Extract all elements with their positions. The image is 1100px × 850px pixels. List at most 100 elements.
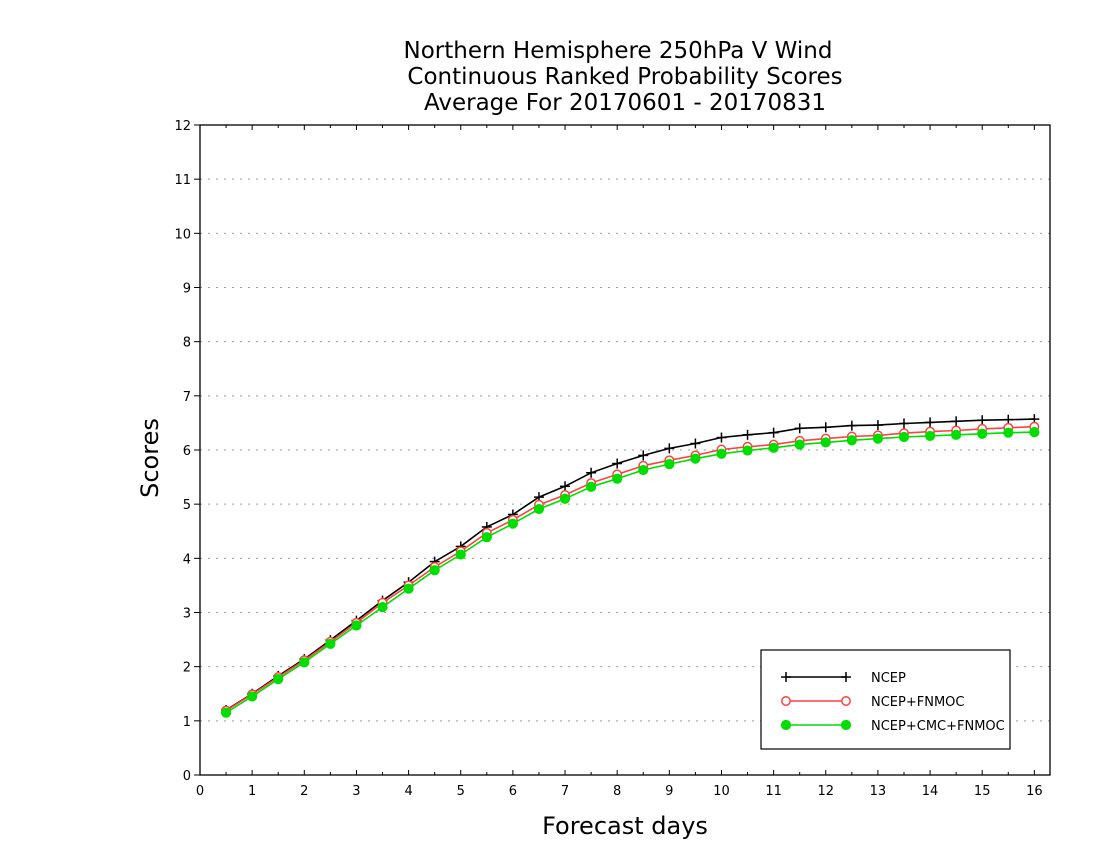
data-point [690,453,701,464]
y-tick-label: 11 [174,173,191,188]
data-point [742,445,753,456]
data-point [768,442,779,453]
data-point [1029,427,1040,438]
data-point [716,448,727,459]
legend-marker [841,672,851,682]
data-point [846,420,857,431]
data-point [612,473,623,484]
x-tick-label: 15 [974,784,991,799]
data-point [638,450,649,461]
x-tick-label: 5 [457,784,465,799]
data-point [977,428,988,439]
data-point [716,432,727,443]
data-point [1003,427,1014,438]
data-point [872,420,883,431]
x-tick-label: 11 [765,784,782,799]
data-point [560,481,571,492]
data-point [507,518,518,529]
legend-marker [781,696,791,706]
data-point [586,481,597,492]
x-tick-label: 16 [1026,784,1043,799]
data-point [664,443,675,454]
data-point [559,493,571,504]
data-point [299,657,310,668]
y-axis-label: Scores [136,418,164,498]
legend-item: NCEP [781,671,906,686]
data-point [273,674,284,685]
data-point [429,565,440,576]
series-2 [220,427,1040,718]
chart-title-line-2: Continuous Ranked Probability Scores [407,64,842,90]
y-tick-label: 10 [174,227,191,242]
data-point [872,433,884,444]
data-point [220,707,232,718]
data-point [794,439,805,450]
data-point [951,416,962,427]
x-tick-label: 9 [665,784,673,799]
y-tick-label: 2 [183,661,191,676]
data-point [898,431,910,443]
data-point [533,503,545,515]
legend-label: NCEP+FNMOC [871,695,964,710]
data-point [481,532,492,543]
data-point [351,620,362,631]
y-tick-label: 3 [183,607,191,622]
data-point [977,415,988,426]
grid-lines [200,178,1050,722]
legend: NCEP NCEP+FNMOC NCEP+CMC+FNMOC [760,649,1011,750]
data-point [951,429,962,440]
x-tick-label: 10 [713,784,730,799]
y-tick-label: 4 [183,552,191,567]
y-tick-label: 7 [183,390,191,405]
y-tick-label: 5 [183,498,191,513]
x-tick-label: 12 [817,784,834,799]
x-tick-label: 6 [509,784,517,799]
x-tick-label: 7 [561,784,569,799]
legend-marker [780,719,792,731]
legend-label: NCEP [871,671,906,686]
data-point [846,435,857,446]
y-tick-label: 12 [174,119,191,134]
y-tick-label: 8 [183,336,191,351]
data-point [794,423,805,434]
legend-item: NCEP+FNMOC [781,695,964,710]
x-tick-label: 14 [922,784,939,799]
x-tick-label: 2 [300,784,308,799]
data-point [768,427,779,438]
legend-marker [840,719,852,731]
legend-item: NCEP+CMC+FNMOC [780,719,1005,734]
y-tick-label: 1 [183,715,191,730]
data-point [664,458,675,470]
x-tick-label: 3 [352,784,360,799]
chart-title-line-3: Average For 20170601 - 20170831 [424,90,826,116]
data-point [820,437,831,448]
y-tick-label: 9 [183,282,191,297]
data-point [586,467,597,478]
x-axis-label: Forecast days [542,812,708,840]
legend-label: NCEP+CMC+FNMOC [871,719,1005,734]
data-point [742,429,753,440]
chart-title-line-1: Northern Hemisphere 250hPa V Wind [404,38,833,64]
y-tick-label: 0 [183,769,191,784]
x-tick-label: 1 [248,784,256,799]
data-point [820,422,831,433]
data-point [403,583,414,594]
legend-marker [841,696,851,706]
x-tick-label: 4 [404,784,412,799]
legend-box [760,649,1011,750]
data-point [612,458,623,469]
data-point [690,438,701,449]
series-layer [220,414,1040,718]
data-point [247,691,258,702]
data-point [925,417,936,428]
data-point [638,464,649,476]
data-point [924,430,936,442]
x-tick-label: 0 [196,784,204,799]
legend-marker [781,672,791,682]
x-tick-label: 13 [870,784,887,799]
y-tick-label: 6 [183,444,191,459]
data-point [325,638,336,650]
data-point [898,418,909,429]
